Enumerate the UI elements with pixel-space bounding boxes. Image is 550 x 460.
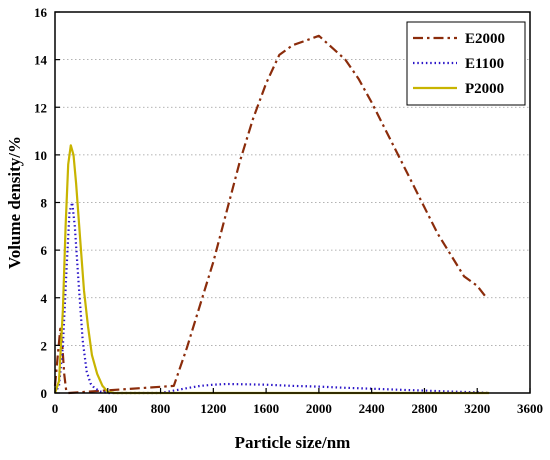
grid-lines — [55, 59, 530, 346]
y-tick-label: 8 — [41, 196, 48, 211]
x-tick-label: 2400 — [359, 401, 385, 416]
series-line-p2000 — [53, 144, 490, 395]
x-tick-label: 2800 — [411, 401, 437, 416]
x-tick-label: 2000 — [306, 401, 332, 416]
legend-label: E2000 — [465, 31, 505, 47]
x-tick-label: 1600 — [253, 401, 279, 416]
x-tick-label: 3600 — [517, 401, 543, 416]
y-tick-label: 14 — [34, 53, 48, 68]
y-tick-label: 0 — [41, 386, 48, 401]
y-tick-label: 12 — [34, 100, 47, 115]
series-lines — [53, 34, 490, 395]
x-tick-label: 800 — [151, 401, 171, 416]
y-tick-label: 2 — [41, 338, 48, 353]
series-line-e1100 — [54, 201, 490, 395]
y-tick-label: 6 — [41, 243, 48, 258]
x-tick-label: 1200 — [200, 401, 226, 416]
y-axis-label: Volume density/% — [5, 136, 24, 269]
y-tick-label: 10 — [34, 148, 47, 163]
x-tick-label: 400 — [98, 401, 118, 416]
axis-ticks: 0 400 800 1200 1600 2000 2400 2800 3200 3600 0 2 4 6 8… — [34, 5, 543, 416]
x-axis-label: Particle size/nm — [235, 433, 351, 452]
legend-label: E1100 — [465, 56, 504, 72]
x-tick-label: 3200 — [464, 401, 490, 416]
y-tick-label: 4 — [41, 291, 48, 306]
legend: E2000 E1100 P2000 — [406, 21, 526, 106]
y-tick-label: 16 — [34, 5, 48, 20]
legend-label: P2000 — [465, 81, 504, 97]
x-tick-label: 0 — [52, 401, 59, 416]
